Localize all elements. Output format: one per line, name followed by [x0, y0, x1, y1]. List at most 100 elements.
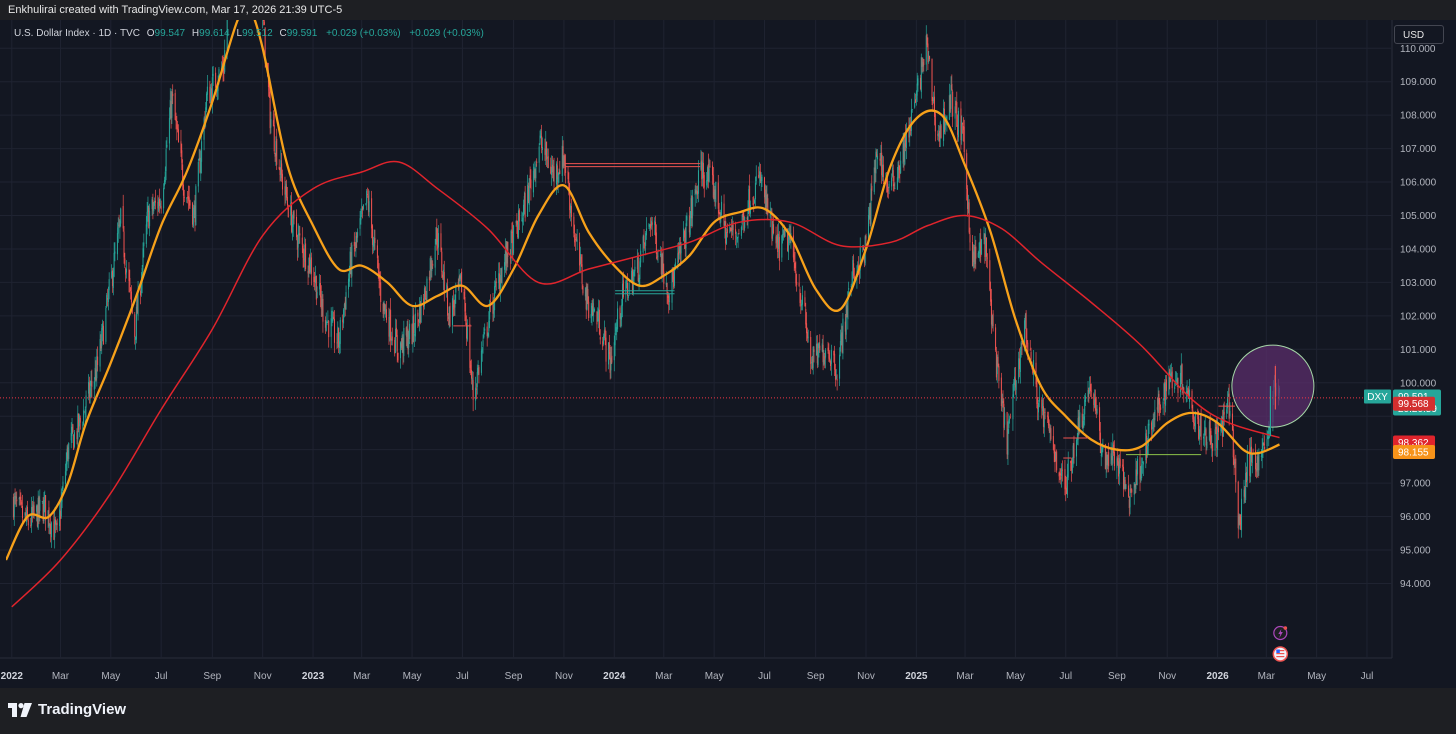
candle — [772, 220, 774, 242]
x-tick-label: May — [101, 671, 120, 682]
candle — [303, 248, 305, 268]
candle — [286, 179, 288, 201]
candle — [157, 195, 159, 216]
candle — [362, 204, 364, 211]
candle — [280, 149, 282, 182]
candle — [622, 272, 624, 318]
tradingview-logo[interactable]: TradingView — [8, 701, 126, 718]
candle-body — [636, 257, 638, 270]
candle — [763, 176, 765, 204]
candle — [305, 238, 307, 272]
candle-body — [598, 309, 600, 335]
candle-body — [528, 178, 530, 205]
candle — [172, 84, 174, 105]
candle-body — [166, 144, 168, 147]
price-chart[interactable]: 94.00095.00096.00097.000100.000101.00010… — [0, 20, 1456, 688]
candle-body — [573, 216, 575, 234]
candle-body — [512, 230, 514, 256]
candle-body — [518, 209, 520, 222]
candle-body — [1137, 458, 1139, 475]
candle-body — [625, 281, 627, 295]
candle-body — [691, 195, 693, 219]
candle-body — [1066, 474, 1068, 495]
candle-body — [931, 58, 933, 102]
candle — [550, 157, 552, 175]
candle-body — [587, 289, 589, 303]
candle — [124, 252, 126, 269]
candle — [596, 310, 598, 332]
candle-body — [181, 150, 183, 163]
chart-frame[interactable]: 94.000 95.000 96.000 97.000 100.000 101.000 10… — [0, 20, 1456, 688]
candle — [100, 334, 102, 351]
candle-body — [273, 125, 275, 152]
candle — [963, 119, 965, 161]
candle-body — [570, 205, 572, 214]
candle-body — [1061, 469, 1063, 471]
candle-body — [766, 194, 768, 208]
candle-body — [1141, 461, 1143, 463]
candle-body — [696, 190, 698, 196]
candle-body — [673, 277, 675, 288]
candle — [996, 354, 998, 383]
candle — [1104, 443, 1106, 470]
candle — [472, 371, 474, 412]
candle-body — [455, 284, 457, 293]
candle — [952, 89, 954, 128]
candle-body — [648, 224, 650, 227]
candle — [169, 88, 171, 120]
candle-body — [76, 431, 78, 440]
candle-body — [272, 120, 274, 127]
candle-body — [1094, 399, 1096, 408]
candle — [505, 240, 507, 275]
candle — [116, 222, 118, 261]
candle — [470, 359, 472, 385]
candle-body — [305, 243, 307, 270]
candle-body — [102, 325, 104, 345]
candle — [1264, 435, 1266, 452]
candle-body — [395, 327, 397, 337]
candle-body — [836, 378, 838, 381]
candle — [607, 342, 609, 370]
currency-button[interactable]: USD — [1394, 25, 1444, 44]
candle-body — [960, 108, 962, 141]
candle — [211, 66, 213, 114]
candle — [650, 216, 652, 230]
candle-body — [715, 182, 717, 203]
candle-body — [731, 224, 733, 232]
candle — [284, 176, 286, 206]
candle-body — [140, 290, 142, 296]
candle — [1129, 484, 1131, 515]
symbol-tag — [1364, 389, 1391, 404]
candle — [915, 93, 917, 104]
candle-body — [216, 89, 218, 93]
candle — [1257, 452, 1259, 478]
candle-body — [194, 205, 196, 223]
candle — [206, 75, 208, 102]
candle-body — [93, 381, 95, 390]
candle-body — [1148, 423, 1150, 426]
candle — [79, 415, 81, 430]
candle-body — [1029, 349, 1031, 351]
candle-body — [922, 62, 924, 67]
candle — [917, 75, 919, 92]
candle — [464, 287, 466, 322]
candle — [106, 293, 108, 308]
candle — [702, 152, 704, 189]
candle — [639, 258, 641, 287]
candle — [315, 275, 317, 306]
candle-body — [1071, 460, 1073, 471]
candle — [390, 331, 392, 346]
candle — [695, 182, 697, 195]
candle — [119, 219, 121, 239]
candle — [610, 347, 612, 379]
candle — [616, 319, 618, 341]
candle — [274, 152, 276, 162]
candle — [800, 293, 802, 314]
candle-body — [611, 355, 613, 363]
candle — [1087, 381, 1089, 402]
candle-body — [106, 295, 108, 307]
candle-body — [1107, 454, 1109, 466]
candle-body — [805, 309, 807, 325]
candle — [1145, 425, 1147, 469]
candle-body — [643, 235, 645, 243]
